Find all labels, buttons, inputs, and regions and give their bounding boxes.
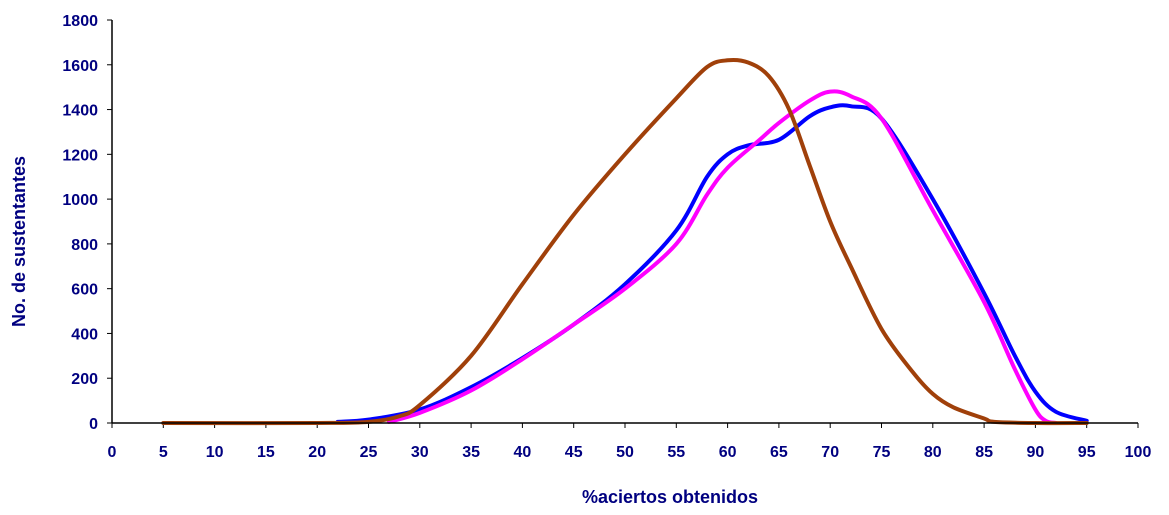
y-tick-label: 1400 — [62, 103, 98, 120]
x-tick-label: 75 — [873, 444, 891, 461]
x-tick-label: 85 — [975, 444, 993, 461]
y-tick-label: 1600 — [62, 58, 98, 75]
x-tick-label: 50 — [616, 444, 634, 461]
x-tick-label: 80 — [924, 444, 942, 461]
y-tick-label: 1200 — [62, 147, 98, 164]
x-tick-label: 95 — [1078, 444, 1096, 461]
x-tick-label: 5 — [159, 444, 168, 461]
y-tick-label: 800 — [71, 237, 98, 254]
series-line-2 — [387, 89, 1058, 425]
y-axis-ticks: 0 200 400 600 800 1000 1200 1400 1600 1800 — [62, 13, 112, 433]
x-tick-label: 0 — [108, 444, 117, 461]
x-tick-label: 40 — [514, 444, 532, 461]
x-axis-title: %aciertos obtenidos — [582, 487, 758, 507]
y-tick-label: 200 — [71, 371, 98, 388]
x-tick-label: 60 — [719, 444, 737, 461]
x-tick-label: 90 — [1027, 444, 1045, 461]
x-tick-label: 15 — [257, 444, 275, 461]
x-tick-label: 100 — [1125, 444, 1152, 461]
y-axis-title: No. de sustentantes — [9, 156, 29, 327]
x-tick-label: 35 — [462, 444, 480, 461]
y-tick-label: 0 — [89, 416, 98, 433]
series-line-1 — [335, 103, 1089, 424]
y-tick-label: 600 — [71, 282, 98, 299]
x-tick-label: 70 — [821, 444, 839, 461]
x-tick-label: 30 — [411, 444, 429, 461]
x-tick-label: 65 — [770, 444, 788, 461]
y-tick-label: 1000 — [62, 192, 98, 209]
x-tick-label: 55 — [667, 444, 685, 461]
y-tick-label: 400 — [71, 326, 98, 343]
x-axis-ticks: 0 5 10 15 20 25 30 35 40 45 50 55 60 65 70 75 80 85 90 95 10… — [108, 423, 1152, 461]
x-tick-label: 10 — [206, 444, 224, 461]
series-layer — [161, 57, 1089, 426]
x-tick-label: 25 — [360, 444, 378, 461]
x-tick-label: 20 — [308, 444, 326, 461]
x-tick-label: 45 — [565, 444, 583, 461]
y-tick-label: 1800 — [62, 13, 98, 30]
series-line-3 — [161, 57, 1089, 426]
